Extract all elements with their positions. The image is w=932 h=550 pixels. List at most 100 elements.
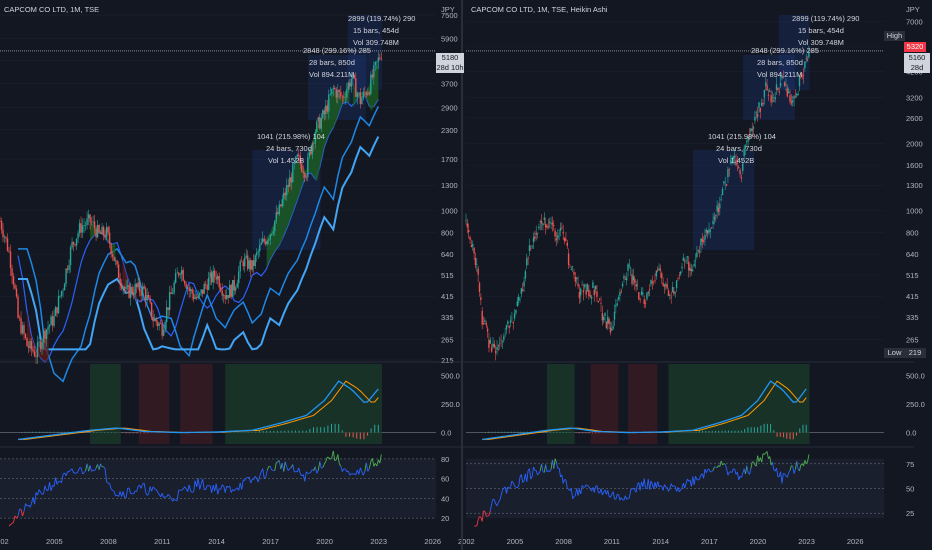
candle-body [39, 341, 42, 350]
rsi-line-segment [136, 486, 139, 492]
rsi-line-segment [596, 485, 599, 493]
candle-body [275, 212, 277, 221]
candle-body [17, 296, 19, 318]
macd-histogram-bar [698, 430, 700, 433]
rsi-line-segment [776, 467, 779, 477]
candle-body [787, 91, 790, 94]
candle-body [238, 271, 240, 284]
candle-body [746, 140, 748, 143]
candle-body [123, 287, 126, 289]
candle-body [700, 238, 702, 246]
macd-histogram-bar [341, 430, 343, 433]
candle-body [290, 177, 292, 183]
rsi-line-segment [772, 461, 775, 471]
candle-body [358, 92, 360, 94]
candle-body [519, 299, 521, 301]
rsi-line-segment [188, 484, 192, 492]
candle-body [329, 94, 332, 95]
candle-body [782, 77, 784, 79]
candle-body [500, 339, 502, 341]
macd-histogram-bar [695, 431, 697, 433]
rsi-line-segment [653, 482, 656, 489]
macd-histogram-bar [28, 431, 30, 433]
macd-regime-band [628, 364, 658, 444]
candle-body [313, 143, 315, 144]
rsi-tick-label: 20 [441, 514, 449, 523]
candle-body [203, 284, 205, 294]
rsi-line-segment [506, 486, 509, 494]
right-measure-2-line3: Vol 894.211M [757, 70, 803, 79]
macd-histogram-bar [42, 431, 44, 433]
macd-histogram-bar [711, 430, 713, 433]
candle-body [590, 296, 593, 299]
candle-body [466, 223, 469, 228]
candle-body [364, 91, 366, 93]
rsi-line-segment [284, 461, 288, 468]
candle-body [135, 283, 138, 288]
rsi-line-segment [305, 471, 309, 474]
candle-body [670, 297, 672, 298]
candle-body [280, 204, 282, 207]
candle-body [667, 290, 670, 297]
macd-histogram-bar [737, 430, 739, 433]
candle-body [68, 265, 70, 270]
candle-body [679, 271, 682, 275]
candle-body [571, 266, 574, 268]
x-axis-label: 2002 [0, 537, 9, 546]
x-axis-label: 2005 [507, 537, 524, 546]
candle-body [113, 256, 115, 262]
candle-body [229, 284, 231, 298]
left-currency-label: JPY [441, 5, 455, 14]
candle-body [353, 75, 356, 79]
candle-body [584, 284, 586, 288]
candle-body [685, 260, 687, 261]
candle-body [210, 272, 213, 283]
rsi-line-segment [92, 469, 95, 472]
rsi-line-segment [325, 456, 328, 462]
candle-body [62, 290, 64, 292]
candle-body [41, 342, 43, 350]
macd-tick-label: 0.0 [441, 429, 451, 438]
candle-body [337, 90, 339, 98]
candle-body [661, 273, 663, 279]
candle-body [779, 83, 782, 87]
macd-histogram-bar [715, 430, 717, 433]
candle-body [174, 273, 177, 283]
candle-body [480, 297, 482, 300]
rsi-line-segment [89, 465, 93, 472]
macd-tick-label: 500.0 [906, 371, 925, 380]
candle-body [804, 61, 806, 69]
candle-body [490, 347, 493, 352]
candle-body [482, 323, 485, 324]
candle-body [731, 158, 733, 160]
rsi-line-segment [224, 485, 228, 493]
candle-body [125, 286, 127, 289]
candle-body [89, 214, 91, 222]
macd-histogram-bar [338, 423, 340, 433]
candle-body [0, 221, 3, 230]
candle-body [87, 214, 90, 219]
candle-body [170, 292, 172, 294]
rsi-line-segment [11, 521, 14, 524]
rsi-line-segment [731, 468, 734, 473]
candle-body [311, 143, 313, 155]
macd-histogram-bar [291, 430, 293, 433]
candle-body [597, 300, 600, 303]
macd-histogram-bar [556, 432, 558, 433]
candle-body [728, 169, 730, 170]
macd-histogram-bar [136, 432, 138, 434]
candle-body [253, 260, 255, 266]
candle-body [29, 341, 31, 349]
candle-body [2, 229, 4, 238]
rsi-line-segment [157, 491, 160, 495]
rsi-line-segment [526, 470, 529, 482]
price-tick-label: 800 [906, 228, 919, 237]
candle-body [159, 323, 162, 324]
candle-body [236, 283, 238, 288]
candle-body [623, 276, 625, 279]
macd-regime-band [547, 364, 575, 444]
candle-body [677, 277, 679, 279]
candle-body [99, 232, 102, 234]
candle-body [708, 229, 710, 233]
macd-histogram-bar [799, 428, 801, 433]
